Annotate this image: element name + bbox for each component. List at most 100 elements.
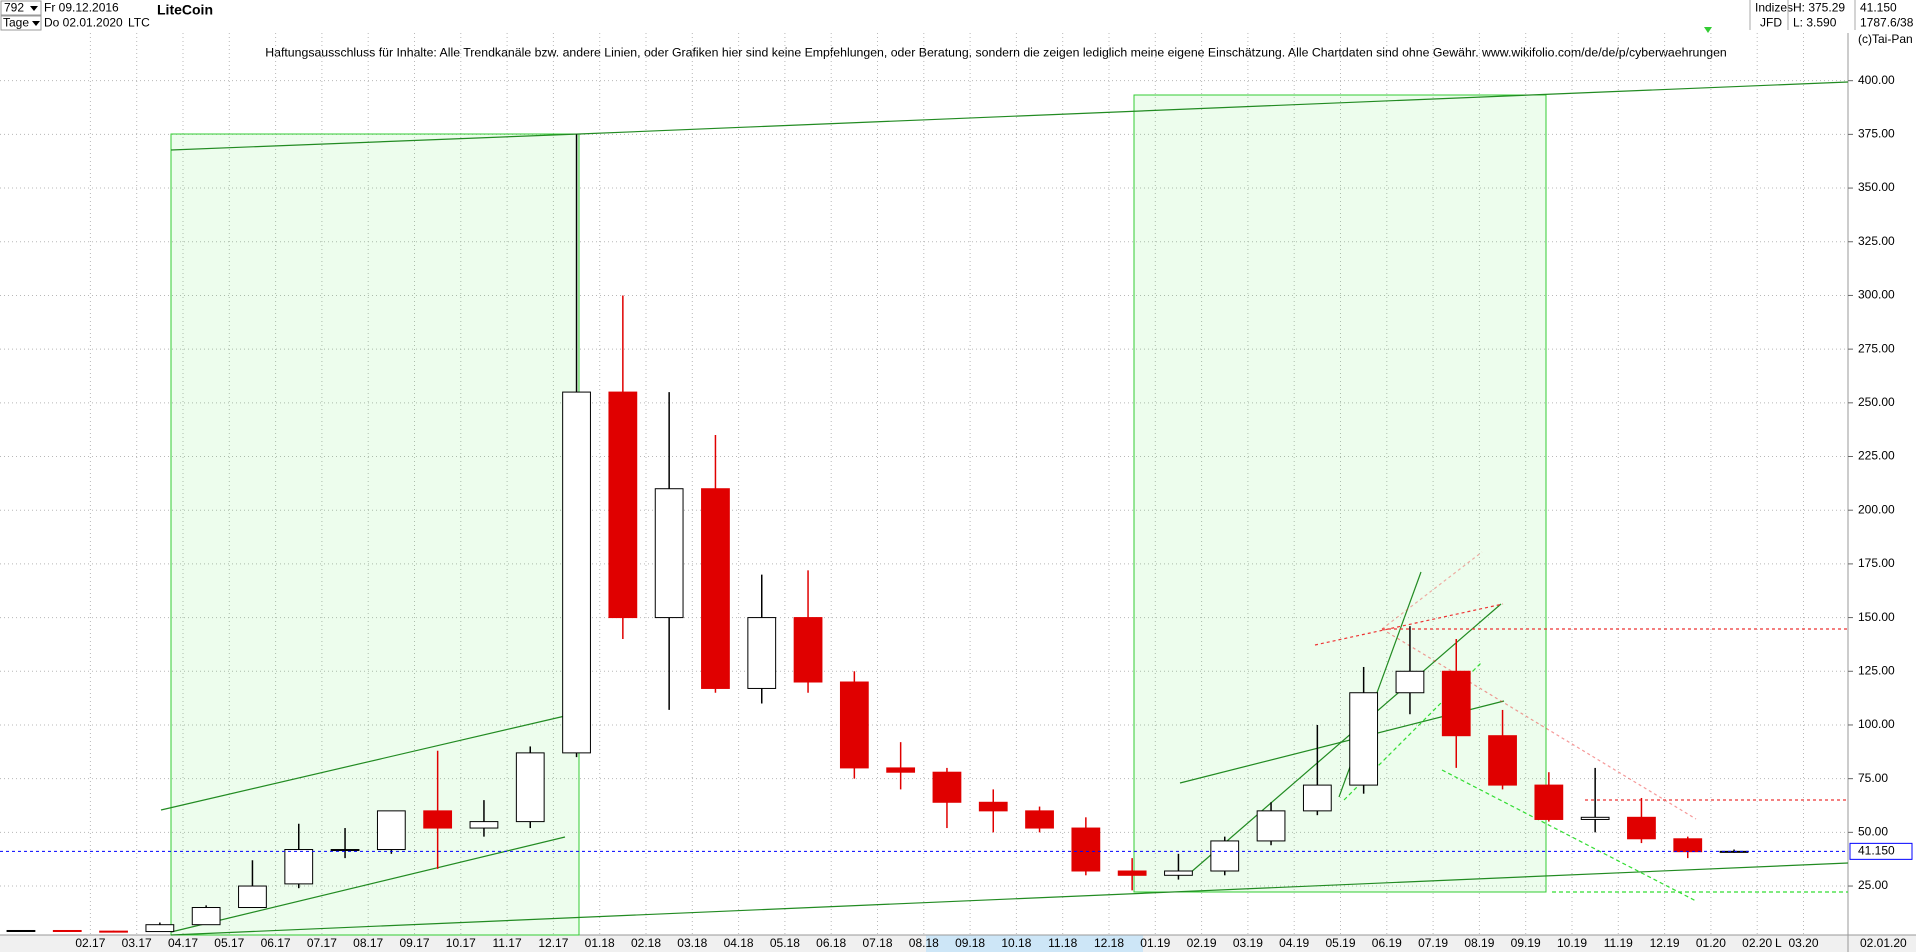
y-tick-label: 375.00 [1858,127,1895,141]
x-tick-label: 11.19 [1604,936,1633,950]
trend-lines [160,81,1849,936]
x-tick-label: 03.20 [1788,936,1818,950]
x-tick-label: 10.17 [446,936,476,950]
candle-body [376,810,406,851]
support-line [1441,769,1697,902]
resistance-line [1381,628,1697,820]
x-tick-label: 08.19 [1464,936,1494,950]
candle-body [1627,816,1656,840]
header [0,0,1916,33]
candle-body [515,752,545,823]
x-tick-label: 04.19 [1279,936,1309,950]
candle-body [886,767,916,773]
x-tick-label: 12.18 [1094,936,1124,950]
y-tick-label: 225.00 [1858,449,1895,463]
candle-body [793,617,823,683]
candle-body [1349,692,1379,786]
candles [6,134,1749,933]
candle-body [52,929,82,932]
candle-body [191,907,221,926]
candle-body [145,924,175,933]
x-tick-label: 03.17 [122,936,152,950]
highlight-box [1133,94,1547,893]
candle-body [978,801,1008,812]
highlight-box [170,133,580,936]
x-tick-label: 04.17 [168,936,198,950]
marker [1704,27,1712,33]
scale-mode: L [1775,936,1782,950]
x-tick-label: 03.18 [677,936,707,950]
x-tick-label: 04.18 [724,936,754,950]
trend-line [170,133,580,151]
x-tick-label: 03.19 [1233,936,1263,950]
candle-body [1164,870,1193,876]
high-info: H: 375.29 [1793,1,1845,15]
to-date: Do 02.01.2020 [44,16,123,30]
y-tick-label: 400.00 [1858,73,1895,87]
candle-body [1210,840,1240,872]
count: 792 [4,1,24,15]
dropdown-icon[interactable] [32,21,40,26]
period: Tage [3,16,29,30]
x-tick-label: 07.19 [1418,936,1448,950]
x-tick-label: 06.19 [1372,936,1402,950]
resistance-lines [1314,551,1848,820]
x-tick-label: 02.19 [1187,936,1217,950]
y-tick-label: 325.00 [1858,234,1895,248]
symbol: LTC [128,16,150,30]
trend-line [160,715,566,811]
candle-body [839,681,869,769]
x-tick-label: 09.19 [1511,936,1541,950]
candle-body [1071,827,1101,872]
candle-body [654,488,684,619]
resistance-line [1314,603,1504,646]
low-info: L: 3.590 [1793,16,1837,30]
x-tick-label: 05.17 [214,936,244,950]
x-tick-label: 09.18 [955,936,985,950]
x-tick-label: 05.19 [1325,936,1355,950]
ratio-info: 1787.6/38 [1860,16,1914,30]
period-box[interactable] [0,15,42,31]
x-tick-label: 10.18 [1001,936,1031,950]
x-tick-label: 06.17 [261,936,291,950]
x-tick-label: 01.18 [585,936,615,950]
instrument-name: LiteCoin [157,2,213,18]
candle-body [1580,816,1610,820]
x-tick-label: 01.19 [1140,936,1170,950]
candle-body [1673,838,1703,853]
y-tick-label: 25.00 [1858,878,1888,892]
disclaimer: Haftungsausschluss für Inhalte: Alle Tre… [265,45,1727,59]
x-tick-label: 01.20 [1696,936,1726,950]
last-info: 41.150 [1860,1,1897,15]
x-tick-label: 08.17 [353,936,383,950]
candle-body [99,930,128,933]
x-tick-label: 02.17 [75,936,105,950]
candle-body [1117,870,1147,876]
from-date: Fr 09.12.2016 [44,1,119,15]
candle-body [1302,784,1332,812]
last-price-label: 41.150 [1858,844,1895,858]
x-tick-label: 12.19 [1650,936,1680,950]
candle-body [284,849,314,885]
group: Indizes [1755,1,1793,15]
count-box[interactable] [0,0,42,16]
candle-body [238,885,267,909]
y-tick-label: 200.00 [1858,502,1895,516]
x-tick-label: 10.19 [1557,936,1587,950]
y-tick-label: 350.00 [1858,180,1895,194]
trend-line [170,862,1849,936]
y-tick-label: 50.00 [1858,825,1888,839]
trend-line [578,81,1849,135]
y-tick-label: 125.00 [1858,663,1895,677]
dropdown-icon[interactable] [30,6,38,11]
broker: JFD [1760,16,1782,30]
x-tick-label: 12.17 [538,936,568,950]
candle-body [423,810,453,829]
y-tick-label: 175.00 [1858,556,1895,570]
x-tick-label: 02.18 [631,936,661,950]
candle-body [330,849,360,852]
candle-body [1534,784,1564,820]
x-tick-label: 06.18 [816,936,846,950]
